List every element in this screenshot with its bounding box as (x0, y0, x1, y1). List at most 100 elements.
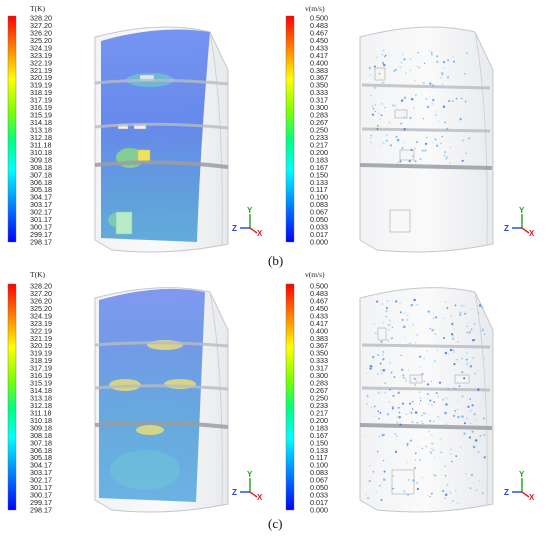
velocity-particle (428, 403, 430, 405)
velocity-particle (404, 336, 406, 339)
velocity-particle (442, 83, 444, 85)
velocity-particle (461, 357, 464, 360)
velocity-particle (385, 139, 388, 142)
floor-slab (94, 122, 229, 130)
legend-tick-label: 326.20 (30, 28, 52, 37)
caption-b: (b) (268, 253, 283, 268)
velocity-particle (421, 422, 424, 425)
velocity-particle (405, 378, 407, 381)
velocity-particle (429, 451, 432, 454)
floor-slab (361, 83, 491, 90)
velocity-particle (484, 333, 486, 335)
velocity-particle (376, 124, 379, 127)
velocity-particle (430, 51, 433, 54)
velocity-particle (396, 421, 399, 424)
velocity-particle (465, 417, 469, 420)
legend-tick-label: 0.200 (310, 148, 328, 157)
velocity-particle (369, 367, 372, 370)
velocity-particle (445, 396, 448, 400)
velocity-particle (429, 399, 432, 402)
legend-tick-label: 0.367 (310, 341, 328, 350)
floor-slab (94, 384, 229, 391)
velocity-particle (381, 434, 384, 437)
floor-box (399, 149, 415, 161)
legend-tick-label: 0.233 (310, 133, 328, 142)
velocity-particle (434, 474, 437, 477)
velocity-particle (440, 366, 442, 368)
axes-triad-c: Y Z X (232, 470, 263, 502)
velocity-particle (443, 317, 445, 319)
legend-tick-label: 310.18 (30, 148, 52, 157)
velocity-particle (384, 382, 386, 384)
legend-tick-label: 0.250 (310, 394, 328, 403)
legend-tick-label: 0.183 (310, 423, 328, 432)
velocity-particle (460, 304, 464, 308)
velocity-particle (416, 481, 418, 483)
velocity-particle (466, 52, 469, 55)
floor-slab (94, 160, 229, 169)
velocity-particle (461, 97, 463, 100)
velocity-particle (408, 160, 411, 163)
velocity-particle (378, 417, 380, 420)
legend-tick-label: 300.17 (30, 491, 52, 500)
velocity-particle (409, 69, 411, 72)
velocity-particle (368, 464, 371, 467)
velocity-particle (382, 63, 386, 67)
velocity-particle (469, 398, 471, 400)
velocity-particle (372, 355, 375, 359)
velocity-particle (424, 142, 428, 146)
velocity-particle (461, 139, 464, 142)
legend-tick-label: 323.19 (30, 319, 52, 328)
legend-tick-label: 299.17 (30, 230, 52, 239)
velocity-particle (455, 455, 458, 457)
velocity-particle (380, 369, 383, 371)
velocity-particle (396, 161, 399, 164)
velocity-particle (450, 448, 452, 451)
velocity-particle (418, 66, 421, 69)
velocity-particle (470, 473, 474, 477)
legend-tick-label: 309.18 (30, 423, 52, 432)
legend-tick-label: 0.500 (310, 282, 328, 291)
velocity-particle (426, 136, 428, 139)
velocity-particle (421, 415, 423, 417)
velocity-particle (456, 408, 459, 411)
velocity-particle (396, 138, 400, 142)
velocity-particle (454, 304, 457, 307)
velocity-particle (465, 358, 468, 361)
legend-tick-label: 313.18 (30, 394, 52, 403)
z-axis-label: Z (232, 224, 237, 233)
velocity-particle (410, 97, 414, 101)
legend-tick-label: 298.17 (30, 238, 52, 247)
legend-tick-label: 0.217 (310, 140, 328, 149)
velocity-particle (463, 304, 466, 307)
legend-tick-label: 312.18 (30, 401, 52, 410)
temperature-legend-b: T(K) 328.20327.20326.20325.20324.19323.1… (7, 4, 52, 247)
velocity-particle (400, 354, 403, 357)
velocity-particle (434, 138, 437, 141)
velocity-particle (473, 413, 476, 416)
velocity-particle (379, 362, 382, 365)
velocity-particle (452, 60, 456, 63)
velocity-particle (434, 328, 436, 330)
velocity-particle (426, 350, 428, 352)
velocity-particle (391, 406, 394, 409)
caption-c: (c) (268, 516, 282, 531)
velocity-particle (472, 357, 475, 360)
velocity-particle (399, 302, 401, 305)
velocity-particle (437, 395, 439, 398)
legend-tick-label: 306.18 (30, 446, 52, 455)
velocity-particle (450, 315, 453, 317)
legend-tick-label: 317.19 (30, 364, 52, 373)
velocity-particle (373, 86, 377, 89)
velocity-particle (428, 49, 430, 51)
velocity-particle (419, 366, 421, 368)
velocity-particle (483, 417, 486, 420)
legend-tick-label: 0.100 (310, 193, 328, 202)
legend-tick-label: 315.19 (30, 111, 52, 120)
velocity-particle (449, 348, 453, 352)
velocity-particle (467, 405, 470, 408)
velocity-particle (411, 408, 414, 410)
legend-tick-label: 0.483 (310, 21, 328, 30)
velocity-particle (374, 110, 376, 112)
